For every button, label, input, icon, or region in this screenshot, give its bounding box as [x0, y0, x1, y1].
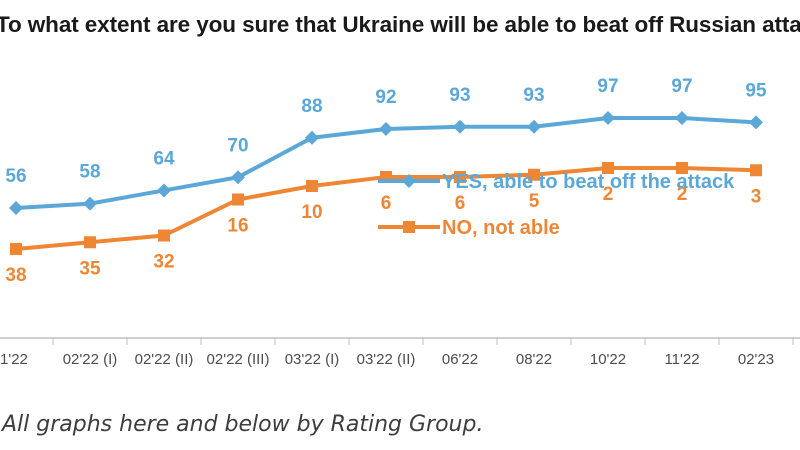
x-tick-label: 06'22 [442, 351, 478, 368]
legend-marker [403, 221, 415, 233]
data-point [9, 201, 23, 215]
data-label: 58 [79, 162, 100, 183]
data-point [306, 180, 318, 192]
chart-title: To what extent are you sure that Ukraine… [0, 12, 800, 37]
series-no: 38 35 32 16 10 6 6 5 2 2 3 [5, 162, 762, 286]
data-point [305, 130, 319, 145]
data-point [676, 162, 688, 174]
x-tick-label: 02'22 (I) [63, 351, 118, 368]
legend-label: YES, able to beat off the attack [442, 171, 735, 193]
data-label: 97 [597, 76, 618, 97]
data-point [83, 196, 97, 211]
data-point [454, 171, 466, 183]
data-point [379, 121, 393, 136]
data-point [750, 164, 762, 177]
data-label: 97 [671, 76, 692, 97]
data-point [675, 111, 689, 125]
x-tick-label: 02'23 [738, 351, 774, 368]
data-point [601, 111, 615, 125]
data-label: 95 [745, 80, 767, 101]
data-point [84, 236, 96, 249]
data-label: 32 [153, 252, 174, 273]
x-tick-label: 03'22 (II) [357, 351, 416, 368]
data-label: 2 [603, 184, 614, 205]
data-label: 16 [227, 216, 248, 237]
data-label: 93 [523, 85, 544, 106]
data-label: 2 [677, 184, 688, 205]
data-point [158, 229, 170, 242]
data-point [231, 170, 245, 185]
data-point [157, 183, 171, 198]
data-label: 6 [455, 193, 466, 214]
x-tick-label: 02'22 (II) [135, 351, 194, 368]
data-label: 88 [301, 96, 322, 117]
data-point [10, 243, 22, 255]
data-label: 3 [751, 186, 762, 207]
x-tick-label: 03'22 (I) [285, 351, 340, 368]
data-point [602, 162, 614, 174]
data-point [528, 168, 540, 181]
data-label: 5 [529, 191, 540, 212]
data-label: 10 [301, 202, 322, 223]
data-label: 64 [153, 148, 175, 169]
data-point [453, 119, 467, 134]
source-caption: All graphs here and below by Rating Grou… [2, 412, 484, 437]
legend-marker [402, 174, 416, 188]
data-label: 93 [449, 85, 470, 106]
data-point [527, 119, 541, 134]
x-axis: 1'22 02'22 (I) 02'22 (II) 02'22 (III) 03'22 … [0, 337, 800, 368]
data-label: 70 [227, 135, 248, 156]
data-label: 56 [5, 166, 26, 187]
data-label: 6 [381, 193, 392, 214]
legend-label: NO, not able [442, 217, 560, 239]
x-tick-label: 10'22 [590, 351, 626, 368]
x-tick-label: 08'22 [516, 351, 552, 368]
data-label: 35 [79, 258, 101, 279]
x-tick-label: 11'22 [664, 351, 699, 368]
x-tick-label: 1'22 [0, 351, 28, 368]
data-label: 38 [5, 265, 26, 286]
data-point [232, 193, 244, 206]
data-point [749, 115, 763, 130]
legend: YES, able to beat off the attack NO, not … [378, 171, 735, 239]
data-label: 92 [375, 87, 396, 108]
x-tick-label: 02'22 (III) [207, 351, 270, 368]
